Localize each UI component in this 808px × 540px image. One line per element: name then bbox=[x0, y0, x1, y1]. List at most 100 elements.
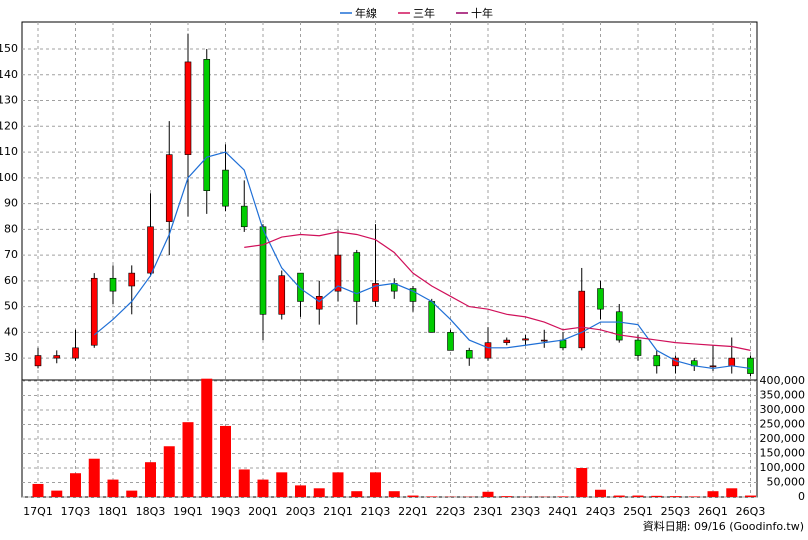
volume-bar bbox=[482, 491, 494, 497]
candle-body bbox=[334, 254, 342, 292]
volume-bar bbox=[351, 491, 363, 497]
volume-bar bbox=[632, 495, 644, 497]
volume-bar bbox=[295, 485, 306, 497]
candle-body bbox=[728, 357, 736, 367]
y2-tick-label: 100,000 bbox=[760, 461, 806, 474]
candle-body bbox=[503, 339, 511, 343]
volume-bar bbox=[220, 425, 231, 497]
y2-tick-label: 350,000 bbox=[760, 389, 806, 402]
candle-body bbox=[222, 169, 229, 207]
x-tick-label: 26Q1 bbox=[698, 505, 728, 518]
volume-bar bbox=[51, 490, 63, 497]
candle-body bbox=[372, 283, 379, 302]
volume-bar bbox=[126, 490, 138, 497]
candle-body bbox=[409, 288, 417, 302]
x-tick-label: 17Q3 bbox=[61, 505, 91, 518]
volume-bar bbox=[107, 479, 119, 497]
candle-body bbox=[72, 347, 79, 359]
legend-label: 年線 bbox=[355, 6, 377, 20]
y2-tick-label: 200,000 bbox=[760, 432, 806, 445]
candle-body bbox=[278, 275, 286, 315]
legend-label: 三年 bbox=[413, 6, 435, 20]
y-tick-label: 50 bbox=[4, 300, 18, 313]
y2-tick-label: 0 bbox=[798, 490, 805, 503]
candle-body bbox=[315, 295, 323, 310]
volume-bar bbox=[613, 495, 625, 497]
volume-bar bbox=[407, 495, 419, 497]
candle-body bbox=[90, 277, 98, 346]
volume-bar bbox=[145, 462, 156, 497]
volume-bar bbox=[70, 473, 81, 497]
x-tick-label: 17Q1 bbox=[23, 505, 53, 518]
y-tick-label: 80 bbox=[4, 222, 18, 235]
volume-bar bbox=[163, 446, 175, 497]
y2-tick-label: 300,000 bbox=[760, 403, 806, 416]
footnote: 資料日期: 09/16 (Goodinfo.tw) bbox=[643, 519, 804, 533]
volume-bar bbox=[688, 496, 700, 497]
volume-bar bbox=[745, 495, 756, 497]
candle-body bbox=[597, 288, 604, 310]
plot-frame bbox=[21, 21, 758, 498]
y-tick-label: 30 bbox=[4, 351, 18, 364]
volume-bar bbox=[595, 489, 606, 497]
volume-bar bbox=[332, 472, 344, 497]
volume-bar bbox=[726, 488, 738, 497]
y-tick-label: 60 bbox=[4, 274, 18, 287]
candle-body bbox=[240, 205, 248, 228]
candle-body bbox=[522, 338, 529, 341]
volume-bar bbox=[370, 472, 381, 497]
y-tick-label: 130 bbox=[0, 94, 18, 107]
candle-body bbox=[128, 272, 136, 287]
candle-body bbox=[465, 350, 473, 359]
candle-body bbox=[615, 311, 623, 341]
x-tick-label: 23Q3 bbox=[511, 505, 541, 518]
volume-bar bbox=[557, 496, 569, 497]
volume-bar bbox=[426, 496, 438, 497]
candle-body bbox=[484, 342, 492, 359]
x-tick-label: 20Q1 bbox=[248, 505, 278, 518]
ma-line bbox=[93, 151, 751, 370]
candle-body bbox=[559, 339, 567, 349]
candle-body bbox=[428, 301, 436, 333]
y-tick-label: 140 bbox=[0, 68, 18, 81]
y2-tick-label: 400,000 bbox=[760, 374, 806, 387]
candle-body bbox=[165, 154, 173, 222]
candle-body bbox=[540, 339, 548, 342]
volume-bar bbox=[238, 469, 250, 497]
volume-bar bbox=[276, 472, 288, 497]
y2-tick-label: 150,000 bbox=[760, 447, 806, 460]
x-tick-label: 19Q3 bbox=[211, 505, 241, 518]
candle-body bbox=[34, 355, 42, 367]
y-tick-label: 110 bbox=[0, 145, 18, 158]
candle-body bbox=[653, 355, 661, 367]
y2-tick-label: 250,000 bbox=[760, 418, 806, 431]
candle-body bbox=[259, 226, 267, 315]
x-tick-label: 26Q3 bbox=[736, 505, 766, 518]
x-tick-label: 25Q1 bbox=[623, 505, 653, 518]
candle-body bbox=[747, 357, 754, 374]
candle-body bbox=[578, 290, 586, 349]
candle-body bbox=[184, 61, 192, 155]
x-tick-label: 25Q3 bbox=[661, 505, 691, 518]
candle-body bbox=[353, 252, 361, 302]
candle-body bbox=[634, 339, 642, 356]
y2-tick-label: 50,000 bbox=[767, 476, 806, 489]
x-tick-label: 21Q3 bbox=[361, 505, 391, 518]
volume-bar bbox=[182, 422, 194, 497]
volume-bar bbox=[257, 479, 269, 497]
x-tick-label: 20Q3 bbox=[286, 505, 316, 518]
candle-body bbox=[203, 59, 211, 191]
y-tick-label: 70 bbox=[4, 248, 18, 261]
x-tick-label: 18Q3 bbox=[136, 505, 166, 518]
volume-bar bbox=[88, 458, 100, 497]
x-tick-label: 18Q1 bbox=[98, 505, 128, 518]
legend-label: 十年 bbox=[471, 6, 493, 20]
candle-body bbox=[53, 355, 61, 359]
y-tick-label: 120 bbox=[0, 119, 18, 132]
candle-body bbox=[297, 272, 304, 302]
x-tick-label: 24Q1 bbox=[548, 505, 578, 518]
x-tick-label: 23Q1 bbox=[473, 505, 503, 518]
candle-body bbox=[109, 277, 117, 292]
y-tick-label: 90 bbox=[4, 197, 18, 210]
